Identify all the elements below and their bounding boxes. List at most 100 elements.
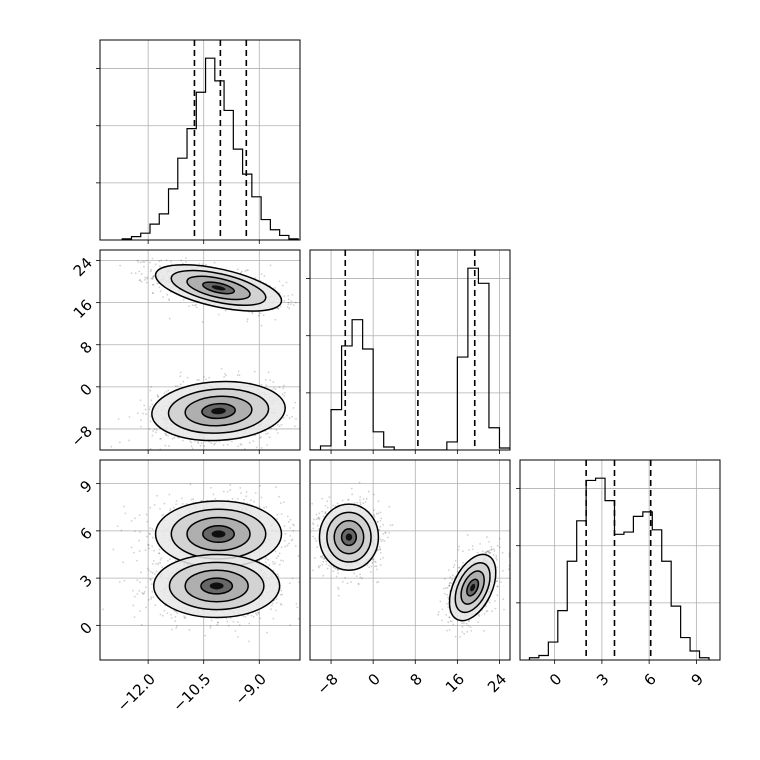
sample-point bbox=[312, 293, 314, 295]
sample-point bbox=[288, 582, 291, 584]
sample-point bbox=[247, 613, 249, 616]
sample-point bbox=[265, 506, 268, 508]
sample-point bbox=[138, 539, 140, 542]
sample-point bbox=[160, 259, 163, 262]
sample-point bbox=[218, 440, 221, 443]
density-fill bbox=[211, 285, 226, 291]
sample-point bbox=[123, 579, 126, 582]
sample-point bbox=[132, 589, 134, 592]
panel-frame bbox=[99, 249, 301, 451]
sample-point bbox=[176, 385, 179, 387]
sample-point bbox=[147, 544, 150, 547]
sample-point bbox=[257, 612, 260, 615]
sample-point bbox=[149, 448, 152, 450]
sample-point bbox=[152, 276, 154, 279]
sample-point bbox=[281, 393, 284, 395]
sample-point bbox=[144, 586, 147, 589]
sample-point bbox=[377, 512, 380, 515]
sample-point bbox=[196, 440, 199, 443]
sample-point bbox=[318, 517, 321, 520]
sample-point bbox=[305, 540, 307, 542]
sample-point bbox=[162, 513, 165, 516]
sample-point bbox=[169, 508, 172, 510]
sample-point bbox=[324, 399, 326, 401]
sample-point bbox=[287, 294, 289, 297]
sample-point bbox=[139, 261, 142, 264]
sample-point bbox=[305, 312, 307, 314]
sample-point bbox=[278, 563, 281, 566]
sample-point bbox=[120, 529, 123, 532]
sample-point bbox=[134, 530, 136, 533]
sample-point bbox=[212, 493, 215, 496]
sample-point bbox=[151, 571, 154, 574]
sample-point bbox=[159, 558, 162, 561]
sample-point bbox=[149, 506, 152, 509]
sample-point bbox=[247, 269, 249, 272]
sample-point bbox=[193, 440, 196, 442]
sample-point bbox=[238, 374, 241, 376]
sample-point bbox=[244, 616, 247, 618]
sample-point bbox=[198, 263, 201, 265]
sample-point bbox=[150, 268, 152, 271]
sample-point bbox=[260, 436, 262, 438]
sample-point bbox=[231, 498, 234, 500]
sample-point bbox=[279, 593, 282, 596]
sample-point bbox=[336, 569, 339, 571]
sample-point bbox=[325, 560, 328, 563]
sample-point bbox=[174, 559, 177, 562]
sample-point bbox=[152, 596, 155, 598]
sample-point bbox=[302, 419, 304, 421]
sample-point bbox=[149, 578, 152, 581]
sample-point bbox=[117, 418, 120, 420]
sample-point bbox=[291, 415, 293, 418]
sample-point bbox=[380, 517, 383, 520]
sample-point bbox=[274, 550, 277, 553]
sample-point bbox=[293, 425, 296, 428]
sample-point bbox=[142, 592, 145, 595]
x-tick-label: −9.0 bbox=[232, 670, 270, 708]
sample-point bbox=[263, 506, 266, 509]
sample-point bbox=[280, 603, 283, 606]
contour-level-0 bbox=[200, 577, 234, 595]
sample-point bbox=[280, 546, 283, 549]
sample-point bbox=[191, 304, 194, 307]
sample-point bbox=[144, 276, 147, 279]
sample-point bbox=[234, 630, 237, 632]
sample-point bbox=[184, 616, 187, 619]
sample-point bbox=[280, 589, 283, 592]
sample-point bbox=[151, 277, 154, 280]
sample-point bbox=[157, 395, 160, 398]
sample-point bbox=[276, 432, 279, 434]
sample-point bbox=[123, 505, 125, 508]
hist-panel-0 bbox=[96, 39, 301, 244]
sample-point bbox=[252, 615, 255, 618]
sample-point bbox=[190, 441, 193, 444]
sample-point bbox=[216, 623, 219, 626]
sample-point bbox=[196, 379, 199, 381]
sample-point bbox=[217, 621, 219, 624]
sample-point bbox=[161, 514, 163, 517]
sample-point bbox=[173, 436, 176, 439]
sample-point bbox=[319, 580, 321, 582]
sample-point bbox=[242, 615, 245, 617]
sample-point bbox=[136, 579, 139, 582]
sample-point bbox=[208, 376, 211, 379]
sample-point bbox=[337, 572, 340, 575]
sample-point bbox=[223, 375, 226, 378]
sample-point bbox=[90, 257, 92, 259]
sample-point bbox=[151, 403, 154, 406]
sample-point bbox=[209, 625, 212, 628]
sample-point bbox=[140, 571, 142, 574]
sample-point bbox=[321, 497, 324, 500]
sample-point bbox=[133, 551, 135, 554]
panel-frame bbox=[99, 459, 301, 661]
sample-point bbox=[278, 280, 281, 283]
sample-point bbox=[122, 561, 125, 564]
sample-point bbox=[312, 569, 314, 572]
sample-point bbox=[332, 504, 335, 507]
sample-point bbox=[130, 546, 133, 549]
sample-point bbox=[151, 278, 154, 280]
sample-point bbox=[361, 577, 363, 580]
sample-point bbox=[179, 375, 182, 378]
sample-point bbox=[346, 582, 349, 585]
